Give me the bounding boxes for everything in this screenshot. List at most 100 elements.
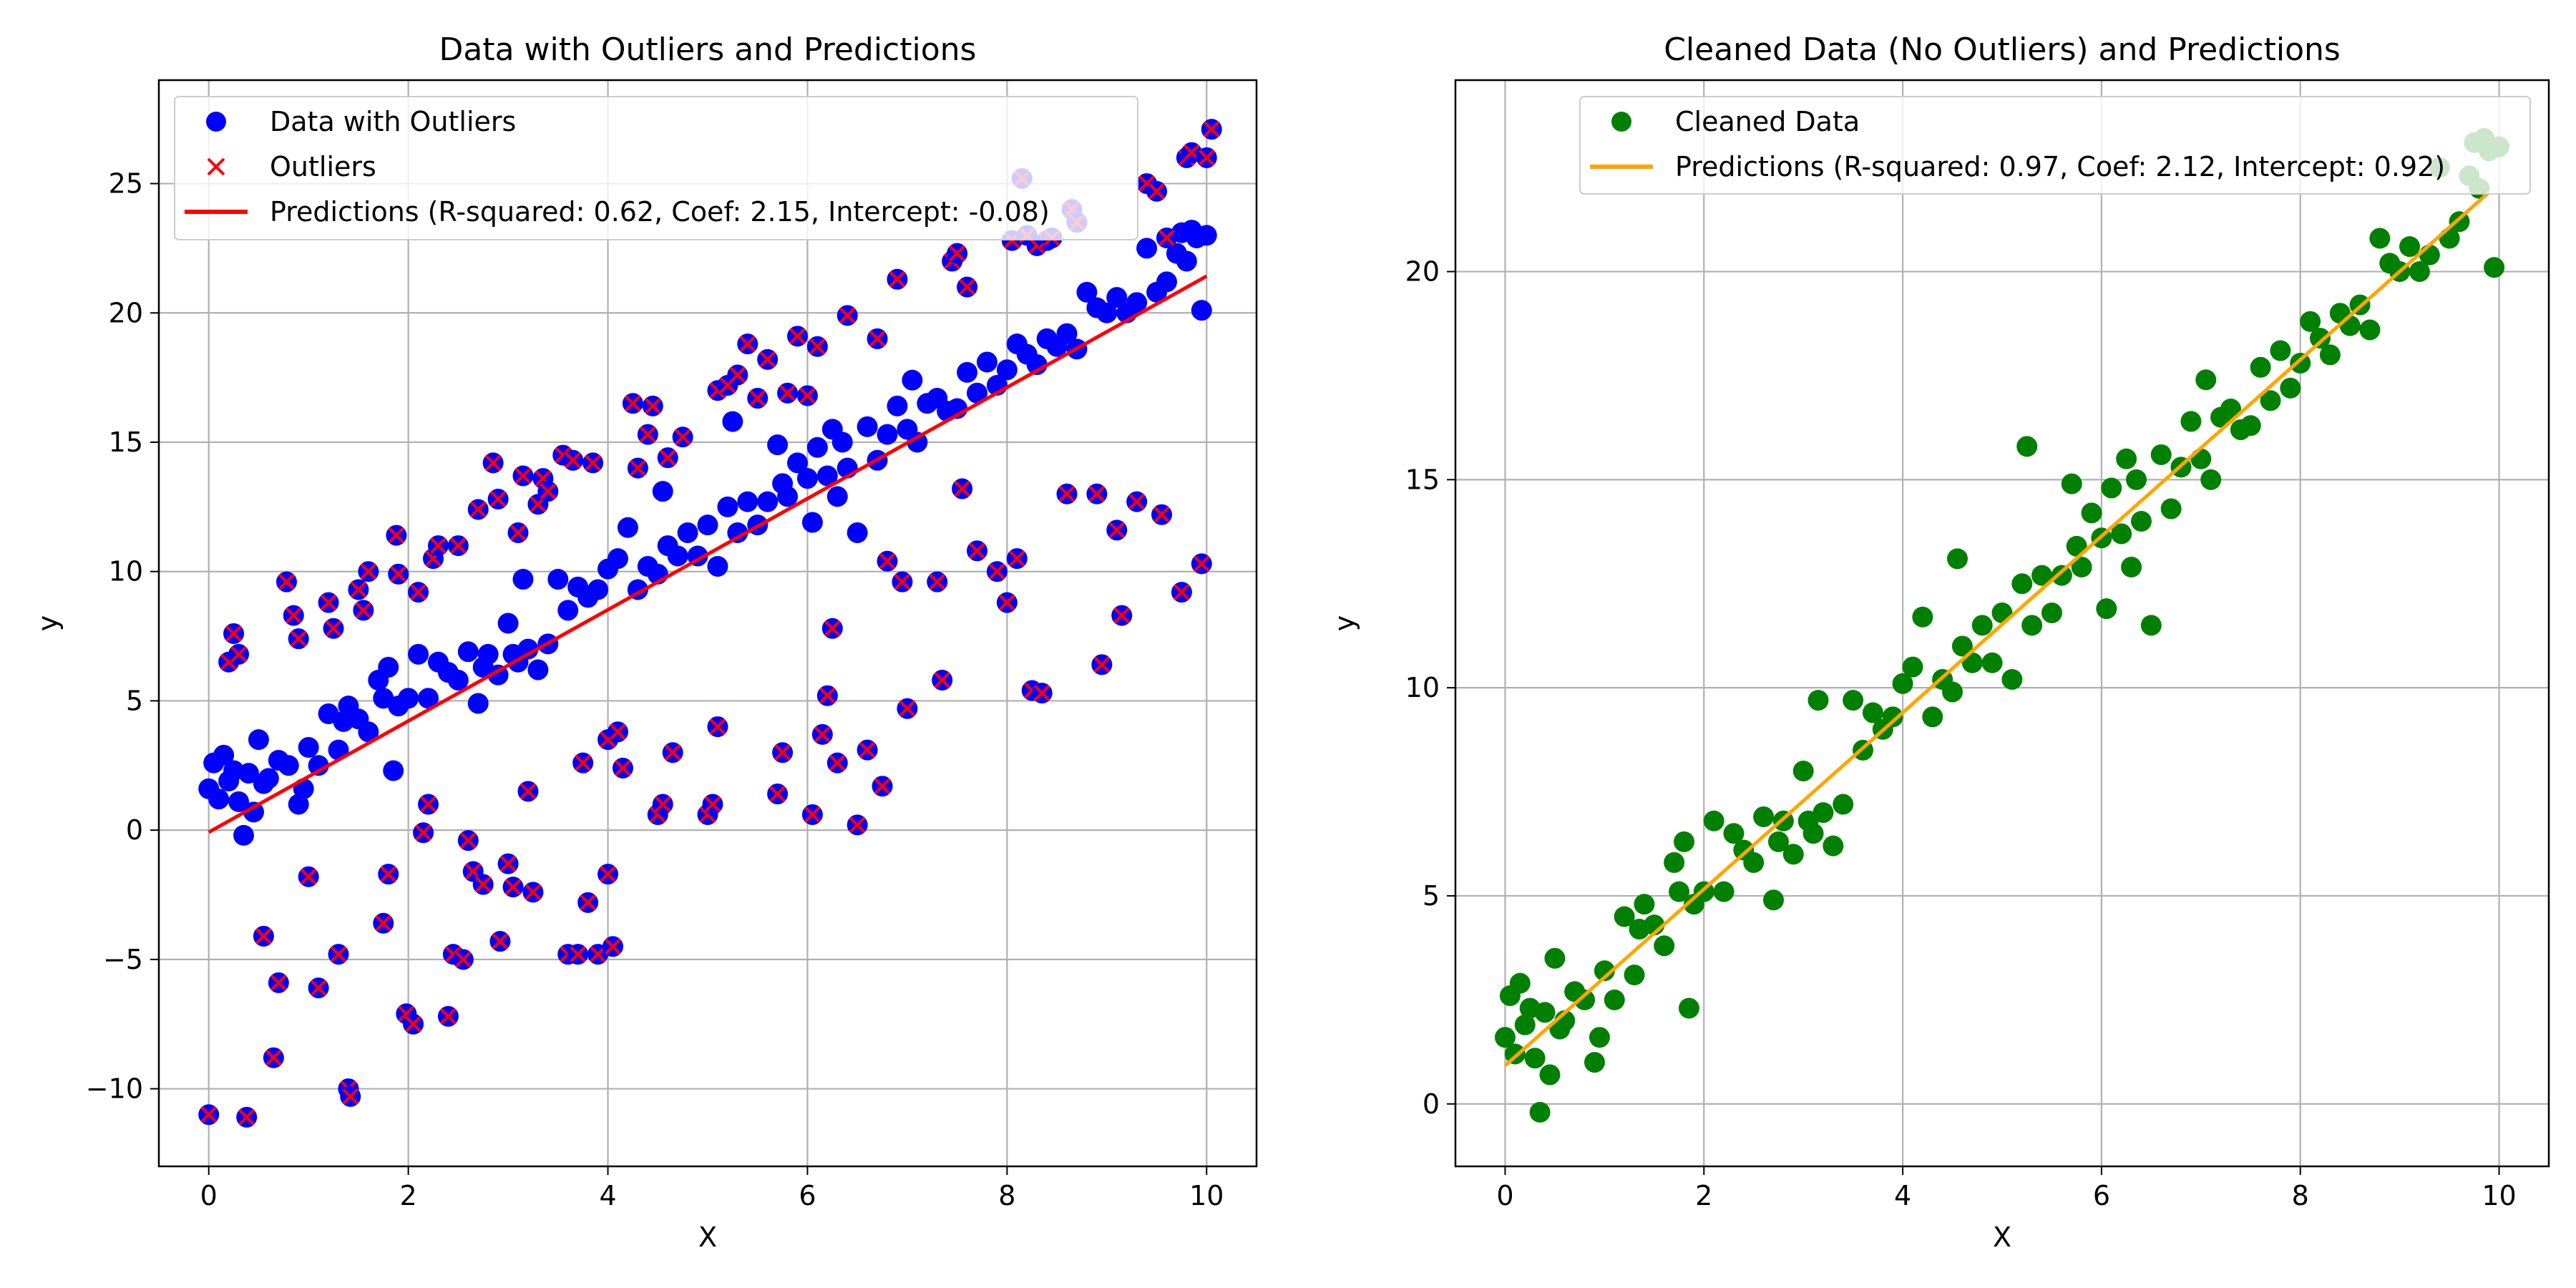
data-point [2449, 211, 2470, 233]
x-stroke-b [769, 786, 786, 802]
x-tick-label: 6 [799, 1180, 816, 1211]
left-ticks: 0 2 4 6 8 10 −10 −5 0 5 10 15 20 25 [86, 168, 1224, 1211]
data-point [587, 579, 609, 600]
data-point [2339, 315, 2361, 336]
x-stroke-b [590, 946, 607, 963]
data-point [1823, 835, 1844, 857]
x-tick-label: 10 [1189, 1180, 1224, 1211]
data-point [1589, 1027, 1610, 1048]
outlier-marker [265, 1049, 282, 1066]
data-point [2121, 556, 2142, 577]
x-tick-label: 2 [1695, 1180, 1712, 1211]
outlier-marker [819, 687, 836, 704]
data-point [1106, 287, 1128, 308]
outlier-marker [342, 1088, 359, 1105]
data-point [2041, 602, 2062, 623]
x-stroke-b [525, 884, 542, 901]
x-stroke-b [585, 454, 602, 472]
data-point [2310, 328, 2331, 349]
data-point [278, 755, 299, 776]
data-point [2399, 236, 2421, 258]
data-point [2240, 415, 2261, 436]
data-point [1673, 831, 1694, 852]
data-point [1753, 806, 1775, 827]
x-stroke-b [804, 806, 821, 823]
data-point [557, 600, 579, 621]
right-chart-panel: 0 2 4 6 8 10 0 5 10 15 20 Cleaned Data (No Outlier… [1329, 31, 2550, 1253]
outlier-marker [610, 723, 626, 741]
data-point [2419, 244, 2440, 265]
outlier-marker [255, 927, 272, 945]
data-point [737, 491, 758, 512]
outlier-marker [644, 397, 661, 414]
x-stroke-b [285, 607, 302, 624]
x-stroke-b [849, 816, 866, 834]
x-stroke-b [464, 863, 482, 880]
left-axes-frame [157, 79, 1258, 1168]
x-stroke-b [278, 573, 295, 590]
x-stroke-b [535, 470, 552, 487]
x-stroke-b [225, 625, 243, 642]
data-point [2260, 390, 2281, 411]
data-point [697, 514, 718, 536]
outlier-marker [799, 387, 816, 404]
outlier-marker [484, 454, 502, 472]
outlier-marker [1088, 485, 1106, 502]
x-stroke-b [749, 390, 766, 406]
data-point [2290, 352, 2311, 374]
data-point [467, 693, 489, 714]
data-point [607, 548, 628, 570]
outlier-marker [824, 620, 841, 637]
data-point [1509, 972, 1531, 994]
x-stroke-b [998, 594, 1015, 611]
x-stroke-b [829, 754, 846, 771]
outlier-marker [829, 754, 846, 771]
x-stroke-b [1128, 493, 1146, 510]
outlier-marker [230, 645, 247, 663]
x-stroke-b [509, 525, 527, 541]
data-point [1782, 844, 1804, 865]
data-point [1156, 271, 1177, 293]
x-stroke-b [615, 759, 631, 776]
legend-entry-cleaned-data: Cleaned Data [1611, 106, 1860, 137]
data-point [1604, 989, 1625, 1010]
x-stroke-b [519, 783, 537, 800]
outlier-marker [469, 501, 487, 518]
x-stroke-b [270, 974, 287, 991]
data-point [308, 755, 329, 776]
outlier-marker [540, 483, 557, 500]
legend-x-glyph [207, 157, 225, 176]
outlier-marker [525, 884, 542, 901]
x-stroke-b [1148, 183, 1165, 200]
x-stroke-b [200, 1106, 218, 1123]
data-point [1514, 1014, 1536, 1035]
outlier-marker [499, 855, 517, 872]
x-stroke-b [575, 754, 592, 771]
outlier-marker [1108, 522, 1126, 539]
x-stroke-b [629, 459, 646, 477]
legend-entry-predictions: Predictions (R-squared: 0.62, Coef: 2.15… [185, 196, 1050, 228]
x-stroke-b [238, 1108, 255, 1126]
data-point [677, 522, 698, 543]
x-stroke-b [454, 951, 472, 968]
data-point [2220, 398, 2241, 419]
outlier-marker [565, 452, 582, 469]
outlier-marker [1148, 183, 1165, 200]
outlier-marker [859, 741, 876, 758]
x-stroke-b [375, 914, 392, 932]
legend-label: Outliers [270, 151, 376, 182]
data-point [1544, 947, 1566, 969]
outlier-marker [380, 866, 397, 882]
x-stroke-b [484, 454, 502, 472]
x-tick-label: 4 [1894, 1180, 1911, 1211]
x-stroke-b [410, 584, 426, 601]
outlier-marker [200, 1106, 218, 1123]
data-point [957, 361, 978, 383]
x-stroke-b [1193, 555, 1210, 572]
data-point [996, 359, 1018, 381]
outlier-marker [709, 718, 726, 735]
data-point [1942, 681, 1963, 703]
y-tick-label: 0 [126, 814, 143, 846]
data-point [1981, 652, 2003, 673]
right-axes-frame [1454, 79, 2550, 1168]
